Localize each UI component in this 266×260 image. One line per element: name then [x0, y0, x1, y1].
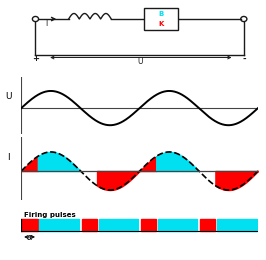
Bar [21, 219, 38, 231]
Bar [144, 8, 177, 30]
Text: -: - [242, 54, 246, 63]
Text: +: + [32, 54, 39, 63]
Text: B: B [158, 11, 164, 17]
Text: Firing pulses: Firing pulses [24, 212, 76, 218]
Bar [82, 219, 97, 231]
Bar [200, 219, 215, 231]
Text: U: U [137, 57, 142, 66]
Text: K: K [158, 21, 164, 27]
Bar [158, 219, 197, 231]
Bar [39, 219, 79, 231]
Text: I: I [7, 153, 9, 162]
Text: I: I [45, 19, 47, 28]
Bar [217, 219, 256, 231]
Text: α: α [27, 233, 32, 242]
Text: U: U [5, 92, 11, 101]
Bar [141, 219, 156, 231]
Bar [98, 219, 138, 231]
